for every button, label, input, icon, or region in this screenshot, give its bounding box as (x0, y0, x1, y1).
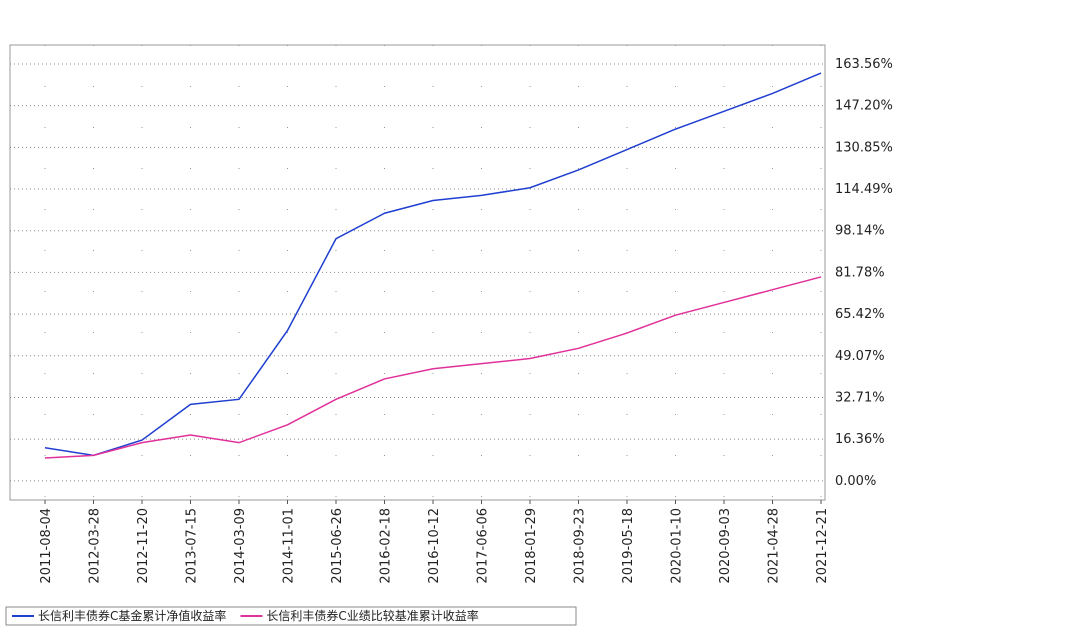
x-tick-label: 2015-06-26 (330, 508, 345, 584)
x-tick-label: 2012-03-28 (88, 508, 103, 584)
y-tick-label: 16.36% (835, 432, 885, 447)
y-tick-label: 65.42% (835, 307, 885, 322)
y-tick-label: 114.49% (835, 182, 893, 197)
x-tick-label: 2013-07-15 (185, 508, 200, 584)
chart: 0.00% 16.36% 32.71% 49.07% 65.42% 81.78% 98.14… (0, 0, 1080, 629)
y-tick-label: 163.56% (835, 57, 893, 72)
legend-label: 长信利丰债券C基金累计净值收益率 (38, 608, 226, 623)
y-tick-label: 32.71% (835, 391, 885, 406)
series-line (45, 73, 821, 455)
y-tick-label: 0.00% (835, 474, 876, 489)
x-tick-label: 2011-08-04 (39, 508, 54, 584)
x-tick-label: 2019-05-18 (621, 508, 636, 584)
x-tick-label: 2018-01-29 (524, 508, 539, 584)
legend-label: 长信利丰债券C业绩比较基准累计收益率 (266, 608, 478, 623)
y-tick-label: 81.78% (835, 265, 885, 280)
y-tick-label: 130.85% (835, 140, 893, 155)
x-tick-label: 2020-01-10 (670, 508, 685, 584)
y-tick-label: 98.14% (835, 224, 885, 239)
x-tick-label: 2021-04-28 (767, 508, 782, 584)
x-tick-label: 2012-11-20 (136, 508, 151, 584)
x-tick-label: 2014-03-09 (233, 508, 248, 584)
series-line (45, 277, 821, 458)
x-tick-label: 2021-12-21 (815, 508, 830, 584)
x-tick-label: 2017-06-06 (476, 508, 491, 584)
x-tick-label: 2020-09-03 (718, 508, 733, 584)
y-tick-label: 49.07% (835, 349, 885, 364)
x-tick-label: 2014-11-01 (282, 508, 297, 584)
y-tick-label: 147.20% (835, 99, 893, 114)
x-tick-label: 2016-10-12 (427, 508, 442, 584)
x-tick-label: 2018-09-23 (573, 508, 588, 584)
x-tick-label: 2016-02-18 (379, 508, 394, 584)
